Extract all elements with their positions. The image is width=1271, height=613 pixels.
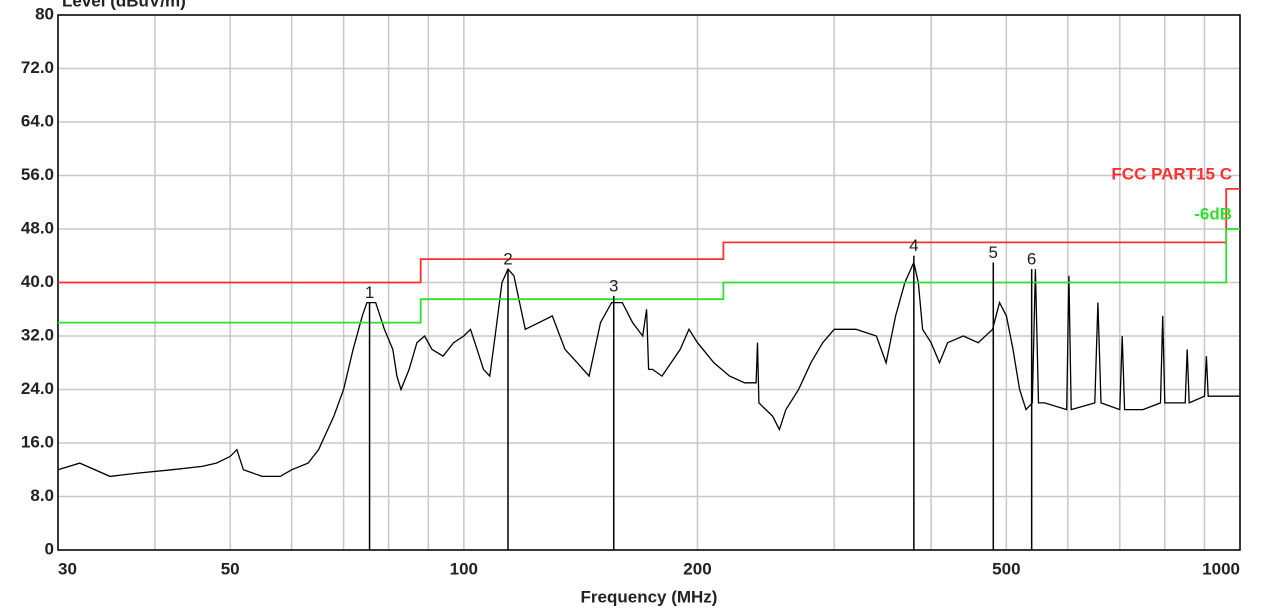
x-tick-label: 50 bbox=[221, 559, 240, 578]
marker-label: 1 bbox=[365, 283, 374, 302]
legend-label: -6dB bbox=[1194, 204, 1232, 223]
x-tick-label: 30 bbox=[58, 559, 77, 578]
y-tick-label: 16.0 bbox=[21, 432, 54, 451]
y-tick-label: 56.0 bbox=[21, 165, 54, 184]
marker-label: 3 bbox=[609, 276, 618, 295]
y-tick-label: 80 bbox=[35, 4, 54, 23]
y-tick-label: 32.0 bbox=[21, 325, 54, 344]
x-axis-label: Frequency (MHz) bbox=[581, 587, 718, 606]
y-tick-label: 8.0 bbox=[30, 486, 54, 505]
y-axis-label: Level (dBuV/m) bbox=[62, 0, 186, 10]
y-tick-label: 24.0 bbox=[21, 379, 54, 398]
x-tick-label: 100 bbox=[450, 559, 478, 578]
x-tick-label: 200 bbox=[683, 559, 711, 578]
y-tick-label: 0 bbox=[45, 539, 54, 558]
legend-label: FCC PART15 C bbox=[1111, 164, 1232, 183]
spectrum-trace bbox=[57, 260, 1240, 478]
y-tick-label: 72.0 bbox=[21, 58, 54, 77]
marker-label: 4 bbox=[909, 236, 918, 255]
y-tick-label: 64.0 bbox=[21, 111, 54, 130]
marker-label: 5 bbox=[989, 243, 998, 262]
limit-line bbox=[58, 228, 1240, 324]
marker-label: 2 bbox=[503, 250, 512, 269]
limit-line bbox=[58, 188, 1240, 284]
marker-label: 6 bbox=[1027, 250, 1036, 269]
y-tick-label: 40.0 bbox=[21, 272, 54, 291]
x-tick-label: 500 bbox=[992, 559, 1020, 578]
y-tick-label: 48.0 bbox=[21, 218, 54, 237]
x-tick-label: 1000 bbox=[1202, 559, 1240, 578]
